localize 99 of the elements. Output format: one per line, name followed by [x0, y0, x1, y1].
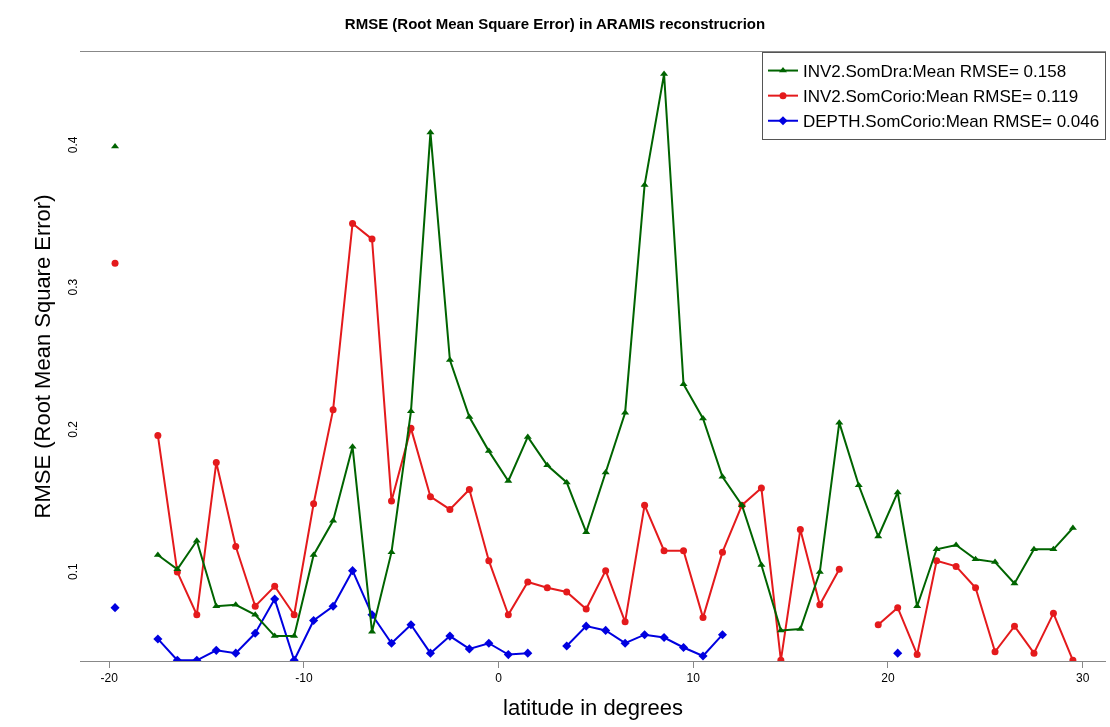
point [659, 632, 669, 643]
point [563, 588, 571, 596]
point [582, 605, 590, 613]
point [678, 642, 689, 653]
point [504, 611, 512, 619]
point [543, 461, 552, 468]
point [562, 641, 572, 651]
point [250, 628, 260, 638]
point [154, 431, 162, 439]
x-tick-label: 30 [1075, 671, 1090, 686]
point [893, 648, 903, 658]
point [329, 406, 337, 414]
point [406, 620, 416, 630]
point [1029, 545, 1039, 552]
point [193, 611, 201, 619]
point [386, 638, 397, 648]
point [368, 235, 376, 243]
point [503, 650, 513, 660]
point [348, 566, 358, 576]
point [445, 631, 455, 641]
point [110, 603, 120, 613]
point [465, 486, 473, 494]
point [601, 625, 611, 635]
point [717, 630, 728, 640]
point [349, 219, 357, 227]
point [641, 501, 649, 509]
point [212, 459, 220, 467]
point [874, 621, 882, 629]
point [698, 651, 708, 661]
point [562, 478, 571, 485]
point [271, 582, 279, 590]
point [464, 644, 474, 654]
point [971, 555, 980, 562]
y-tick-label: 0.1 [65, 563, 80, 581]
point [602, 567, 610, 575]
point [426, 128, 435, 135]
point [231, 648, 241, 658]
point [1030, 649, 1038, 657]
point [854, 481, 863, 488]
point [621, 618, 629, 626]
point [581, 621, 591, 631]
point [972, 584, 980, 592]
point [290, 611, 298, 619]
x-tick-label: -10 [295, 671, 313, 686]
point [680, 547, 688, 555]
point [388, 497, 395, 505]
y-tick-label: 0.3 [65, 278, 80, 296]
point [796, 525, 804, 533]
point [485, 557, 493, 565]
point [991, 648, 999, 656]
point [894, 604, 902, 612]
point [406, 407, 416, 414]
point [328, 601, 338, 611]
point [601, 468, 610, 475]
point [543, 584, 551, 592]
point [933, 557, 941, 565]
x-axis-title: latitude in degrees [503, 695, 683, 721]
point [523, 648, 533, 658]
x-tick-label: 20 [881, 671, 895, 686]
point [309, 615, 319, 625]
point [484, 638, 494, 648]
point [835, 565, 843, 573]
point [1049, 609, 1057, 617]
point [524, 578, 532, 586]
point [816, 601, 824, 609]
point [1049, 545, 1058, 552]
point [310, 500, 318, 508]
point [893, 488, 902, 495]
point [270, 594, 280, 604]
y-tick-label: 0.2 [65, 420, 80, 438]
point [640, 630, 650, 640]
point [776, 626, 785, 633]
legend-label: INV2.SomCorio:Mean RMSE= 0.119 [803, 87, 1079, 107]
point [913, 651, 921, 659]
point [698, 414, 708, 421]
y-tick-label: 0.4 [65, 136, 80, 154]
point [1010, 579, 1019, 586]
point [232, 542, 240, 550]
x-tick-label: 10 [686, 671, 701, 686]
point [425, 648, 435, 658]
point [718, 548, 726, 556]
x-tick-label: -20 [100, 671, 119, 686]
point [699, 614, 707, 622]
point [446, 505, 454, 513]
point [660, 547, 668, 555]
y-axis-title: RMSE (Root Mean Square Error) [30, 194, 56, 519]
chart-title: RMSE (Root Mean Square Error) in ARAMIS reconstrucrion [344, 14, 766, 32]
point [153, 634, 163, 644]
point [1011, 622, 1018, 630]
point [426, 493, 434, 501]
point [757, 484, 765, 492]
point [251, 602, 259, 610]
point [211, 645, 221, 655]
point [620, 638, 630, 648]
x-tick-label: 0 [495, 671, 503, 686]
legend-label: DEPTH.SomCorio:Mean RMSE= 0.046 [803, 112, 1100, 132]
point [952, 562, 960, 570]
point [932, 545, 941, 552]
legend-label: INV2.SomDra:Mean RMSE= 0.158 [803, 62, 1067, 82]
